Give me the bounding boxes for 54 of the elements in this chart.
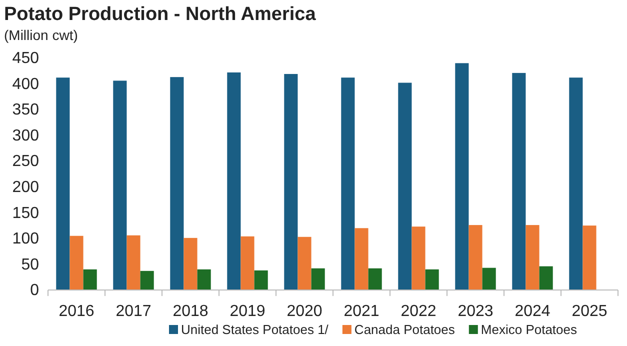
bar bbox=[184, 238, 198, 290]
x-tick-label: 2024 bbox=[514, 303, 550, 320]
y-tick-label: 350 bbox=[12, 102, 40, 119]
y-tick-label: 400 bbox=[12, 76, 40, 93]
bar bbox=[512, 72, 526, 290]
y-tick-label: 250 bbox=[12, 153, 40, 170]
bar bbox=[170, 77, 184, 290]
y-tick-label: 150 bbox=[12, 204, 40, 222]
bar bbox=[539, 266, 553, 290]
bar bbox=[113, 80, 127, 290]
bar bbox=[240, 236, 254, 290]
bar bbox=[368, 268, 382, 290]
x-tick-label: 2018 bbox=[172, 303, 208, 320]
x-tick-label: 2025 bbox=[572, 303, 608, 320]
bar bbox=[298, 236, 312, 290]
y-axis-title: (Million cwt) bbox=[4, 27, 78, 43]
x-tick-label: 2021 bbox=[344, 303, 380, 320]
bar bbox=[284, 74, 298, 290]
x-tick-label: 2020 bbox=[286, 303, 322, 320]
x-tick-label: 2017 bbox=[116, 303, 152, 320]
bar bbox=[126, 235, 140, 290]
x-tick-label: 2019 bbox=[230, 303, 266, 320]
bar bbox=[526, 225, 540, 290]
y-tick-label: 100 bbox=[12, 230, 40, 248]
x-tick-label: 2016 bbox=[58, 303, 94, 320]
bar bbox=[398, 82, 412, 290]
legend-label: Mexico Potatoes bbox=[480, 322, 578, 337]
bar bbox=[425, 269, 439, 290]
bar bbox=[412, 226, 426, 290]
x-tick-label: 2023 bbox=[458, 303, 494, 320]
bar bbox=[254, 270, 268, 290]
bar bbox=[468, 225, 482, 290]
y-tick-label: 200 bbox=[12, 179, 40, 196]
bar bbox=[70, 236, 84, 290]
bar bbox=[311, 268, 325, 290]
bar bbox=[582, 226, 596, 290]
bar bbox=[569, 78, 583, 290]
y-tick-label: 0 bbox=[30, 282, 40, 300]
bar bbox=[227, 72, 241, 290]
y-tick-label: 450 bbox=[12, 50, 40, 68]
bar bbox=[197, 269, 211, 290]
chart-title: Potato Production - North America bbox=[4, 4, 316, 25]
bar bbox=[482, 268, 496, 290]
legend-label: Canada Potatoes bbox=[354, 322, 456, 337]
bar bbox=[140, 270, 154, 290]
y-tick-label: 300 bbox=[12, 127, 40, 144]
bar bbox=[83, 269, 97, 290]
bar bbox=[56, 78, 70, 290]
bar bbox=[341, 78, 355, 290]
bar bbox=[354, 228, 368, 290]
legend-label: United States Potatoes 1/ bbox=[180, 322, 329, 337]
x-tick-label: 2022 bbox=[400, 303, 436, 320]
bar bbox=[455, 63, 469, 290]
y-tick-label: 50 bbox=[21, 256, 40, 274]
